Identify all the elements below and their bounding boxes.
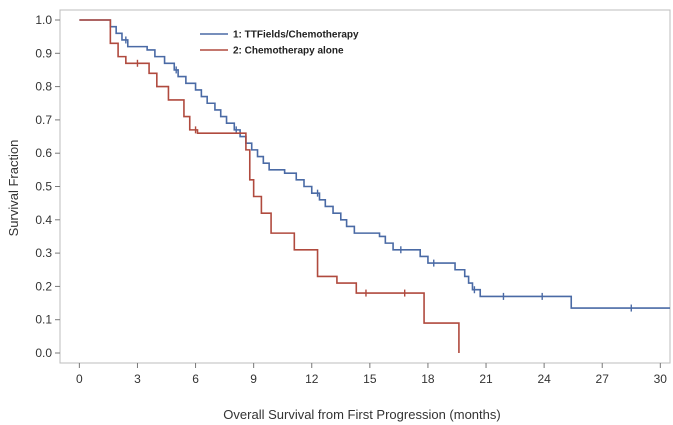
x-axis: 0 3 6 9 12 15 18 21 24 27 30 bbox=[76, 363, 667, 386]
y-tick-label: 0.0 bbox=[35, 346, 52, 360]
y-tick-label: 0.5 bbox=[35, 180, 52, 194]
x-tick-label: 18 bbox=[421, 372, 435, 386]
x-tick-label: 15 bbox=[363, 372, 377, 386]
x-tick-label: 9 bbox=[250, 372, 257, 386]
y-tick-label: 1.0 bbox=[35, 13, 52, 27]
plot-frame bbox=[59, 9, 671, 364]
x-tick-label: 6 bbox=[192, 372, 199, 386]
series-group bbox=[79, 19, 670, 354]
y-tick-label: 0.7 bbox=[35, 113, 52, 127]
x-tick-label: 12 bbox=[305, 372, 319, 386]
y-axis-title: Survival Fraction bbox=[6, 140, 21, 237]
y-tick-label: 0.1 bbox=[35, 313, 52, 327]
plot-area bbox=[59, 9, 671, 364]
y-axis: 0.0 0.1 0.2 0.3 0.4 0.5 0.6 0.7 0.8 0.9 1.0 bbox=[35, 13, 60, 360]
legend-label-1: 1: TTFields/Chemotherapy bbox=[233, 30, 359, 41]
legend: 1: TTFields/Chemotherapy 2: Chemotherapy … bbox=[200, 30, 359, 57]
y-tick-label: 0.8 bbox=[35, 80, 52, 94]
x-tick-label: 27 bbox=[596, 372, 610, 386]
x-axis-title: Overall Survival from First Progression … bbox=[223, 407, 500, 422]
legend-label-2: 2: Chemotherapy alone bbox=[233, 46, 344, 57]
series-2-line bbox=[79, 19, 460, 354]
y-tick-label: 0.4 bbox=[35, 213, 52, 227]
y-tick-label: 0.9 bbox=[35, 46, 52, 60]
y-tick-label: 0.6 bbox=[35, 146, 52, 160]
y-tick-label: 0.2 bbox=[35, 279, 52, 293]
y-tick-label: 0.3 bbox=[35, 246, 52, 260]
x-tick-label: 30 bbox=[654, 372, 668, 386]
x-tick-label: 0 bbox=[76, 372, 83, 386]
x-tick-label: 24 bbox=[537, 372, 551, 386]
series-1-line bbox=[79, 19, 670, 309]
x-tick-label: 3 bbox=[134, 372, 141, 386]
x-tick-label: 21 bbox=[479, 372, 493, 386]
